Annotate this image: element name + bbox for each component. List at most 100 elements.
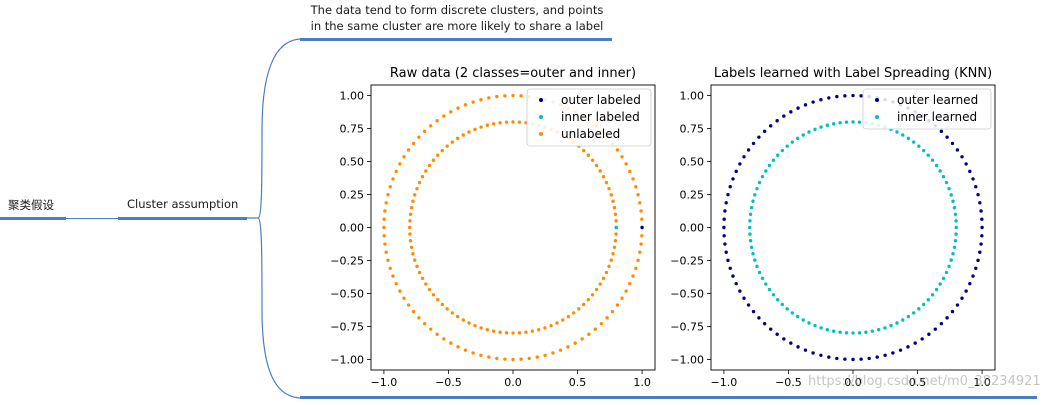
data-point-unlabeled <box>409 206 414 210</box>
data-point-unlabeled <box>609 258 613 262</box>
data-point-inner-learned <box>790 311 794 315</box>
data-point-unlabeled <box>511 357 515 362</box>
data-point-inner-learned <box>844 120 849 124</box>
data-point-unlabeled <box>422 129 427 134</box>
data-point-outer-learned <box>775 332 779 336</box>
data-point-unlabeled <box>640 217 644 221</box>
data-point-outer-learned <box>782 114 786 118</box>
child-node-label[interactable]: Cluster assumption <box>127 197 239 211</box>
data-point-outer-learned <box>746 148 751 152</box>
x-tick-label: −0.5 <box>775 376 802 389</box>
chart-title: Labels learned with Label Spreading (KNN… <box>714 66 992 81</box>
data-point-unlabeled <box>408 232 412 236</box>
data-point-inner-learned <box>844 331 849 335</box>
data-point-unlabeled <box>415 186 419 191</box>
data-point-unlabeled <box>586 298 590 302</box>
data-point-unlabeled <box>461 318 465 322</box>
data-point-unlabeled <box>639 209 643 213</box>
data-point-inner-learned <box>767 163 772 168</box>
data-point-outer-learned <box>796 106 800 110</box>
x-tick-label: 0.0 <box>504 376 522 389</box>
data-point-inner-learned <box>906 314 911 319</box>
data-point-inner-learned <box>926 298 930 302</box>
data-point-inner-learned <box>952 206 957 210</box>
data-point-outer-learned <box>723 209 727 213</box>
data-point-unlabeled <box>479 125 483 129</box>
image-node-underline <box>300 396 1037 399</box>
data-point-outer-learned <box>734 281 738 286</box>
data-point-inner-learned <box>748 232 752 236</box>
data-point-unlabeled <box>450 140 454 144</box>
data-point-unlabeled <box>536 328 541 332</box>
data-point-unlabeled <box>611 252 615 256</box>
x-tick-label: 0.5 <box>569 376 587 389</box>
data-point-unlabeled <box>383 209 387 213</box>
data-point-inner-learned <box>926 153 930 157</box>
data-point-outer-learned <box>775 119 779 123</box>
y-tick-label: −0.75 <box>330 320 364 333</box>
data-point-unlabeled <box>408 225 412 230</box>
data-point-unlabeled <box>411 141 416 146</box>
data-point-unlabeled <box>449 110 453 114</box>
data-point-inner-learned <box>941 276 946 281</box>
data-point-unlabeled <box>614 219 618 223</box>
data-point-outer-learned <box>976 192 980 197</box>
data-point-outer-labeled <box>640 225 644 230</box>
data-point-unlabeled <box>471 351 475 355</box>
data-point-unlabeled <box>504 331 509 335</box>
data-point-outer-learned <box>731 177 735 181</box>
data-point-unlabeled <box>535 355 539 359</box>
data-point-unlabeled <box>503 357 507 361</box>
data-point-inner-learned <box>901 133 905 137</box>
data-point-unlabeled <box>420 174 425 179</box>
data-point-unlabeled <box>598 282 602 286</box>
legend-label: inner labeled <box>561 110 640 124</box>
data-point-inner-learned <box>951 252 955 256</box>
x-tick-label: −1.0 <box>371 376 398 389</box>
data-point-outer-learned <box>819 353 823 357</box>
legend-marker <box>539 98 543 102</box>
y-tick-label: −0.50 <box>330 287 364 300</box>
data-point-inner-learned <box>760 276 765 281</box>
data-point-inner-learned <box>944 270 949 275</box>
data-point-inner-learned <box>748 239 753 243</box>
data-point-outer-learned <box>898 348 903 352</box>
data-point-unlabeled <box>599 321 604 326</box>
data-point-outer-learned <box>968 281 972 286</box>
data-point-outer-learned <box>827 96 831 100</box>
y-tick-label: 1.00 <box>680 90 705 103</box>
data-point-outer-learned <box>955 303 960 307</box>
data-point-outer-learned <box>891 351 895 355</box>
data-point-unlabeled <box>543 353 547 357</box>
data-point-inner-learned <box>883 326 887 330</box>
data-point-unlabeled <box>615 148 620 152</box>
cluster-note[interactable]: The data tend to form discrete clusters,… <box>302 2 612 34</box>
data-point-inner-learned <box>819 326 823 330</box>
data-point-outer-learned <box>950 309 955 314</box>
data-point-inner-learned <box>748 212 753 216</box>
data-point-inner-learned <box>757 180 762 185</box>
data-point-unlabeled <box>491 329 496 333</box>
legend-marker <box>875 98 879 102</box>
data-point-unlabeled <box>517 331 522 335</box>
data-point-unlabeled <box>634 185 638 189</box>
data-point-unlabeled <box>485 328 490 332</box>
data-point-unlabeled <box>411 199 415 203</box>
data-point-outer-learned <box>939 321 944 326</box>
data-point-unlabeled <box>640 234 644 238</box>
data-point-unlabeled <box>431 158 436 162</box>
data-point-unlabeled <box>504 120 509 124</box>
x-tick-label: 1.0 <box>973 376 991 389</box>
cluster-note-underline <box>300 38 612 41</box>
data-point-inner-learned <box>795 314 800 319</box>
data-point-unlabeled <box>391 177 395 181</box>
data-point-unlabeled <box>479 326 483 330</box>
root-node-label[interactable]: 聚类假设 <box>8 198 54 212</box>
data-point-unlabeled <box>566 345 570 349</box>
data-point-unlabeled <box>398 162 402 166</box>
data-point-inner-learned <box>831 329 836 333</box>
y-tick-label: 0.25 <box>340 189 365 202</box>
data-point-unlabeled <box>442 114 446 118</box>
data-point-unlabeled <box>601 174 606 179</box>
x-tick-label: 0.5 <box>909 376 927 389</box>
